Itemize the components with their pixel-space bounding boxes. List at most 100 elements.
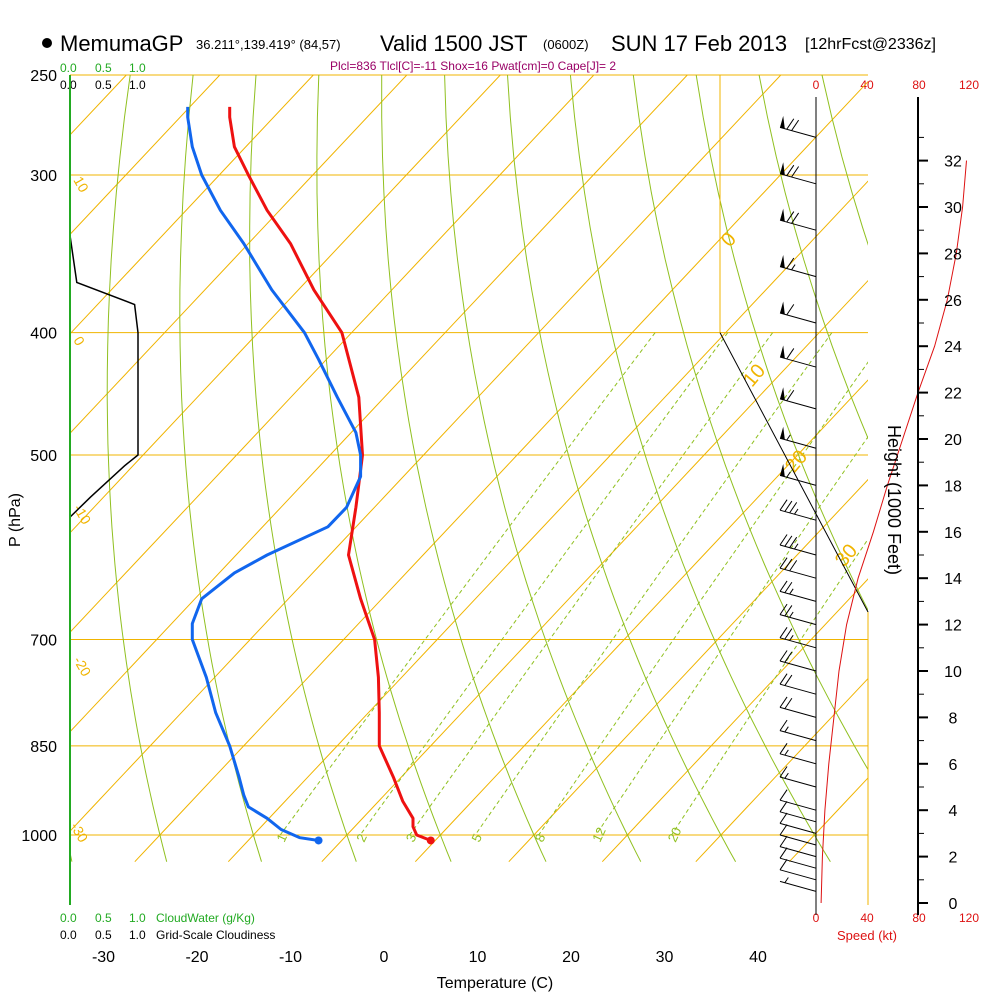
isotherm-line (70, 75, 408, 435)
pressure-tick-label: 1000 (21, 828, 57, 845)
wind-barb-staff (779, 822, 817, 834)
wind-barb-full (789, 502, 798, 514)
wind-barb-full (779, 835, 788, 847)
adiabat-label: -30 (67, 820, 91, 846)
wind-barb-staff (779, 614, 817, 626)
height-tick-label: 22 (944, 386, 962, 403)
cloudwater-caption: CloudWater (g/Kg) (156, 911, 255, 925)
wind-barb-flag (780, 463, 785, 477)
wind-barb-staff (779, 219, 817, 231)
wind-barb-full (779, 627, 788, 639)
wind-barb-full (779, 789, 788, 801)
wind-barb-flag (780, 387, 785, 401)
wind-barb-full (779, 499, 788, 511)
wind-barb-flag (780, 208, 785, 222)
mixing-ratio-line (279, 332, 656, 836)
wind-barb-half (784, 726, 789, 733)
wind-barb-full (779, 534, 788, 546)
model-name: MemumaGP (60, 31, 183, 56)
bottom-cf-label-1: 0.5 (95, 928, 112, 942)
dry-adiabat-line (444, 75, 642, 862)
wind-barb-half (786, 471, 791, 478)
isotherm-line (321, 279, 868, 863)
wind-barb-flag (780, 345, 785, 359)
wind-barb-staff (779, 811, 817, 823)
height-tick-label: 6 (949, 757, 958, 774)
temperature-tick-label: 20 (562, 949, 580, 966)
cloudiness-caption: Grid-Scale Cloudiness (156, 928, 275, 942)
wind-barb-full (791, 212, 800, 224)
temperature-tick-label: 40 (749, 949, 767, 966)
height-tick-label: 8 (949, 710, 958, 727)
wind-barb-staff (779, 474, 817, 486)
wind-barb-staff (779, 567, 817, 579)
y-axis-title: P (hPa) (7, 493, 24, 547)
bottom-cw-label-2: 1.0 (129, 911, 146, 925)
dry-adiabat-line (632, 75, 868, 771)
isotherm-line (70, 75, 127, 136)
top-cw-label-2: 1.0 (129, 61, 146, 75)
wind-barb-full (784, 697, 793, 710)
top-cf-label-1: 0.5 (95, 78, 112, 92)
speed-bottom-label-0: 0 (813, 911, 820, 925)
wind-barb-staff (779, 544, 817, 556)
mixing-ratio-label: 2 (353, 831, 370, 844)
isotherm-line (788, 777, 868, 863)
isotherm-line (70, 75, 595, 633)
isotherm-line (0, 75, 33, 862)
temperature-tick-label: 0 (380, 949, 389, 966)
isotherm-line (70, 75, 688, 733)
mixing-ratio-line (671, 538, 868, 836)
wind-barb-half (791, 264, 796, 271)
wind-barb-full (786, 211, 795, 223)
adiabat-label: 0 (70, 334, 88, 349)
wind-barb-staff (779, 730, 817, 742)
wind-speed-line (820, 160, 967, 904)
isotherm-line (695, 677, 868, 863)
wind-barb-half (784, 772, 789, 779)
height-tick-label: 2 (949, 850, 958, 867)
dry-adiabat-line (106, 75, 168, 862)
mixing-ratio-lines (279, 332, 868, 836)
wind-barb-staff (779, 660, 817, 672)
adiabat-label: 0 (717, 229, 741, 252)
mixing-ratio-label: 12 (589, 825, 609, 844)
wind-barb-full (779, 557, 788, 569)
pressure-tick-label: 250 (30, 68, 57, 85)
bottom-cw-label-1: 0.5 (95, 911, 112, 925)
sounding-profiles (186, 106, 435, 845)
isotherm-line (134, 80, 868, 863)
top-cf-label-0: 0.0 (60, 78, 77, 92)
wind-barb-staff (779, 683, 817, 695)
wind-barb-half (784, 749, 789, 756)
temperature-tick-label: -10 (279, 949, 302, 966)
isotherm-line (227, 180, 868, 863)
isotherm-line (414, 379, 868, 863)
cloudiness-line (69, 235, 139, 518)
isotherm-line (70, 75, 501, 534)
wind-barb-staff (779, 637, 817, 649)
dry-adiabat-line (381, 75, 547, 862)
wind-barb-staff (779, 880, 817, 892)
wind-barb-full (786, 164, 795, 176)
wind-barb-staff (779, 799, 817, 811)
wind-barb-half (794, 508, 799, 515)
adiabat-label: 20 (781, 446, 812, 477)
wind-barb-half (789, 588, 794, 595)
isotherm-lines (0, 75, 868, 863)
wind-barb-half (784, 877, 789, 884)
wind-barb-staff (779, 437, 817, 449)
height-tick-label: 26 (944, 293, 962, 310)
height-axis-title: Height (1000 Feet) (884, 425, 904, 575)
wind-barb-full (786, 389, 795, 401)
location: 36.211°,139.419° (84,57) (196, 37, 341, 52)
pressure-tick-label: 400 (30, 326, 57, 343)
wind-barb-full (779, 580, 788, 592)
wind-barb-staff (779, 857, 817, 869)
speed-top-label-1: 40 (860, 78, 874, 92)
wind-barb-full (784, 605, 793, 617)
wind-barb-staff (779, 776, 817, 788)
cloud-fraction-profile (69, 235, 139, 518)
